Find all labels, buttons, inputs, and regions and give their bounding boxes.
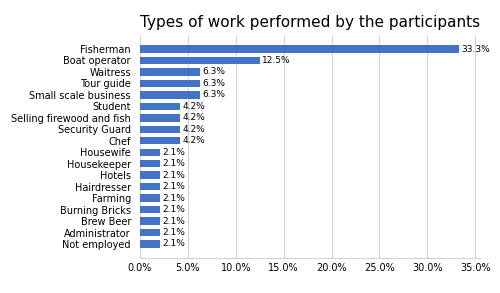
Text: 2.1%: 2.1% [162,239,186,248]
Bar [140,114,180,122]
Text: 12.5%: 12.5% [262,56,290,65]
Bar [140,45,459,53]
Text: 6.3%: 6.3% [202,67,226,76]
Text: 2.1%: 2.1% [162,228,186,237]
Text: 2.1%: 2.1% [162,171,186,180]
Bar [140,217,160,225]
Text: 2.1%: 2.1% [162,148,186,157]
Text: 2.1%: 2.1% [162,159,186,168]
Bar [140,126,180,133]
Text: 33.3%: 33.3% [462,45,490,54]
Bar [140,206,160,213]
Bar [140,103,180,110]
Text: 6.3%: 6.3% [202,90,226,99]
Text: 2.1%: 2.1% [162,194,186,203]
Bar [140,80,200,87]
Text: 6.3%: 6.3% [202,79,226,88]
Text: 4.2%: 4.2% [182,125,206,134]
Bar [140,91,200,99]
Title: Types of work performed by the participants: Types of work performed by the participa… [140,15,480,30]
Bar [140,171,160,179]
Text: 4.2%: 4.2% [182,136,206,145]
Bar [140,137,180,144]
Bar [140,160,160,167]
Bar [140,57,260,64]
Text: 4.2%: 4.2% [182,113,206,122]
Bar [140,194,160,202]
Text: 2.1%: 2.1% [162,205,186,214]
Text: 2.1%: 2.1% [162,182,186,191]
Text: 4.2%: 4.2% [182,102,206,111]
Bar [140,229,160,236]
Text: 2.1%: 2.1% [162,217,186,226]
Bar [140,240,160,248]
Bar [140,183,160,190]
Bar [140,68,200,76]
Bar [140,149,160,156]
